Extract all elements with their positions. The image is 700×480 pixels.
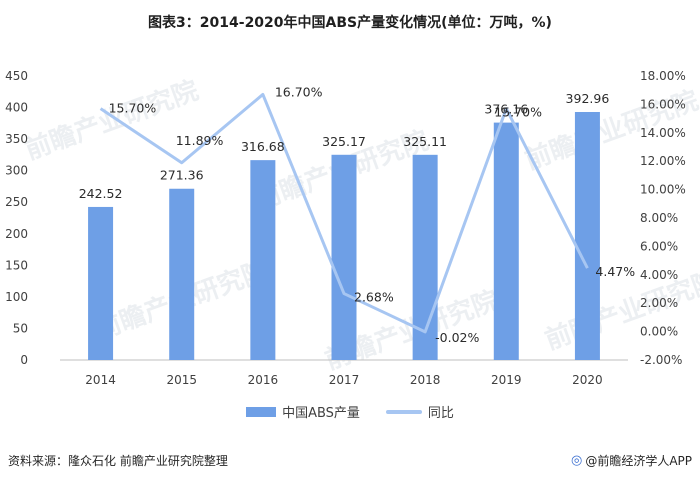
y-right-tick-label: 6.00% [640, 239, 678, 253]
legend-item-yoy: 同比 [385, 402, 454, 421]
y-left-tick-label: 50 [13, 321, 28, 335]
y-left-tick-label: 300 [5, 164, 28, 178]
x-tick-label: 2015 [166, 373, 197, 387]
y-left-tick-label: 450 [5, 69, 28, 83]
bar [574, 111, 600, 360]
bar-value-label: 392.96 [566, 91, 610, 106]
bar-value-label: 325.17 [322, 134, 366, 149]
brand-text: @前瞻经济学人APP [585, 454, 692, 468]
legend-swatch-bar [246, 406, 277, 417]
legend-label-yoy: 同比 [427, 406, 454, 421]
line-value-label: 15.70% [494, 105, 542, 120]
y-right-tick-label: 8.00% [640, 211, 678, 225]
bar-value-label: 242.52 [79, 186, 123, 201]
y-left-tick-label: 100 [5, 290, 28, 304]
y-left-tick-label: 400 [5, 101, 28, 115]
line-value-label: 4.47% [595, 264, 635, 279]
y-right-tick-label: 4.00% [640, 268, 678, 282]
footer: 资料来源：隆众石化 前瞻产业研究院整理 ◎ @前瞻经济学人APP [8, 452, 692, 469]
bar-value-label: 376.16 [484, 102, 528, 117]
bar [88, 206, 114, 360]
x-tick-label: 2018 [410, 373, 441, 387]
bar [412, 154, 438, 360]
y-right-tick-label: 12.00% [640, 154, 686, 168]
yoy-line [99, 92, 589, 334]
y-left-tick-label: 200 [5, 227, 28, 241]
y-left-tick-label: 150 [5, 258, 28, 272]
x-tick-label: 2016 [248, 373, 279, 387]
brand-logo-icon: ◎ [570, 453, 583, 468]
combo-chart: 0 50 100 150 200 250 300 350 400 450 -2.00% 0.00% 2.… [5, 69, 686, 387]
y-right-tick-label: 16.00% [640, 97, 686, 111]
x-tick-label: 2019 [491, 373, 522, 387]
y-left-tick-label: 0 [20, 353, 28, 367]
chart-title: 图表3：2014-2020年中国ABS产量变化情况(单位：万吨，%) [148, 15, 552, 31]
line-value-label: 2.68% [354, 290, 394, 305]
line-value-label: 15.70% [109, 101, 157, 116]
bar [493, 122, 519, 360]
line-value-label: 11.89% [176, 133, 224, 148]
legend-label-production: 中国ABS产量 [282, 406, 360, 421]
line-value-label: -0.02% [435, 330, 479, 345]
bar-value-label: 271.36 [160, 168, 204, 183]
x-tick-label: 2020 [572, 373, 603, 387]
y-right-tick-label: 14.00% [640, 126, 686, 140]
bar [250, 160, 276, 360]
y-left-tick-label: 350 [5, 132, 28, 146]
y-right-tick-label: 18.00% [640, 69, 686, 83]
source-note: 资料来源：隆众石化 前瞻产业研究院整理 [8, 454, 228, 468]
brand: ◎ @前瞻经济学人APP [571, 452, 692, 469]
y-right-tick-label: -2.00% [640, 353, 682, 367]
bar [331, 154, 357, 360]
legend-swatch-line [385, 409, 422, 414]
y-left-tick-label: 250 [5, 195, 28, 209]
line-value-label: 16.70% [275, 84, 323, 99]
bar [169, 188, 195, 360]
x-tick-label: 2017 [329, 373, 360, 387]
y-right-tick-label: 2.00% [640, 296, 678, 310]
y-right-tick-label: 0.00% [640, 325, 678, 339]
bar-value-label: 325.11 [403, 134, 447, 149]
bar-value-label: 316.68 [241, 139, 285, 154]
legend: 中国ABS产量 同比 [0, 402, 700, 421]
y-right-tick-label: 10.00% [640, 183, 686, 197]
legend-item-production: 中国ABS产量 [246, 402, 360, 421]
x-tick-label: 2014 [85, 373, 116, 387]
